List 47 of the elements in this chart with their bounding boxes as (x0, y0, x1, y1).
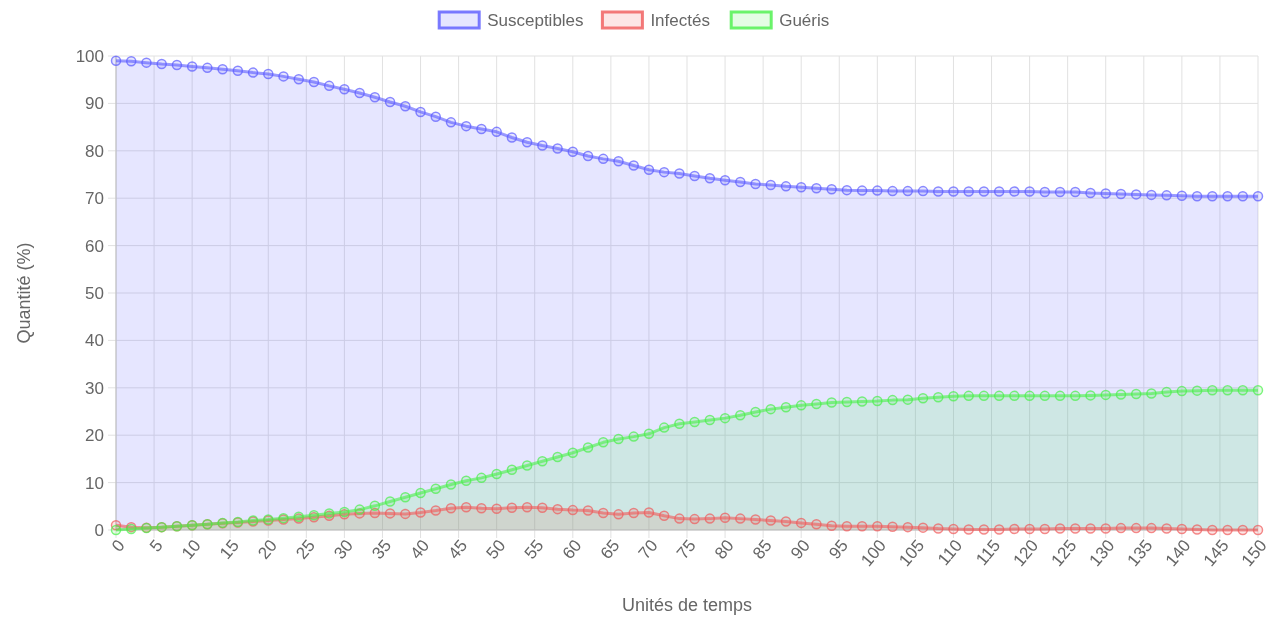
legend-label: Susceptibles (487, 10, 584, 30)
y-tick-label: 80 (85, 141, 104, 161)
y-axis-title: Quantité (%) (14, 242, 34, 344)
y-tick-label: 30 (85, 378, 104, 398)
x-tick-label: 45 (444, 536, 472, 563)
y-tick-label: 0 (94, 520, 104, 540)
x-tick-label: 55 (520, 536, 548, 563)
x-tick-label: 5 (146, 536, 167, 556)
x-tick-label: 120 (1009, 536, 1043, 571)
x-tick-label: 10 (178, 536, 205, 563)
x-tick-label: 15 (216, 536, 243, 563)
y-tick-label: 70 (85, 189, 104, 209)
x-tick-label: 115 (972, 536, 1005, 570)
x-tick-label: 150 (1237, 536, 1271, 571)
legend-label: Infectés (650, 10, 710, 30)
x-tick-label: 75 (672, 536, 700, 563)
y-tick-label: 10 (85, 473, 104, 493)
x-tick-label: 140 (1161, 536, 1195, 571)
y-tick-label: 90 (85, 94, 104, 114)
x-tick-label: 105 (895, 536, 929, 571)
x-tick-label: 100 (857, 536, 890, 571)
x-tick-label: 130 (1085, 536, 1119, 571)
x-tick-label: 60 (558, 536, 586, 563)
x-tick-label: 35 (368, 536, 396, 563)
x-tick-label: 70 (634, 536, 662, 563)
x-tick-label: 20 (254, 536, 281, 563)
x-tick-label: 50 (482, 536, 510, 563)
y-tick-label: 100 (75, 46, 104, 66)
x-tick-label: 125 (1047, 536, 1081, 571)
y-tick-label: 20 (85, 426, 104, 446)
x-axis-title: Unités de temps (621, 595, 753, 615)
x-tick-label: 80 (710, 536, 738, 563)
x-tick-label: 145 (1199, 536, 1233, 571)
x-tick-label: 0 (107, 536, 129, 556)
x-tick-label: 135 (1123, 536, 1157, 571)
x-tick-label: 110 (934, 536, 967, 570)
x-tick-label: 90 (787, 536, 814, 563)
x-tick-label: 65 (596, 536, 624, 563)
x-tick-label: 95 (825, 536, 852, 563)
y-tick-label: 60 (85, 236, 104, 256)
x-tick-label: 85 (749, 536, 776, 563)
y-tick-label: 50 (85, 283, 104, 303)
x-tick-label: 40 (406, 536, 434, 563)
x-tick-label: 25 (292, 536, 319, 563)
y-tick-label: 40 (85, 331, 104, 351)
x-tick-label: 30 (330, 536, 358, 563)
legend-label: Guéris (779, 10, 830, 30)
